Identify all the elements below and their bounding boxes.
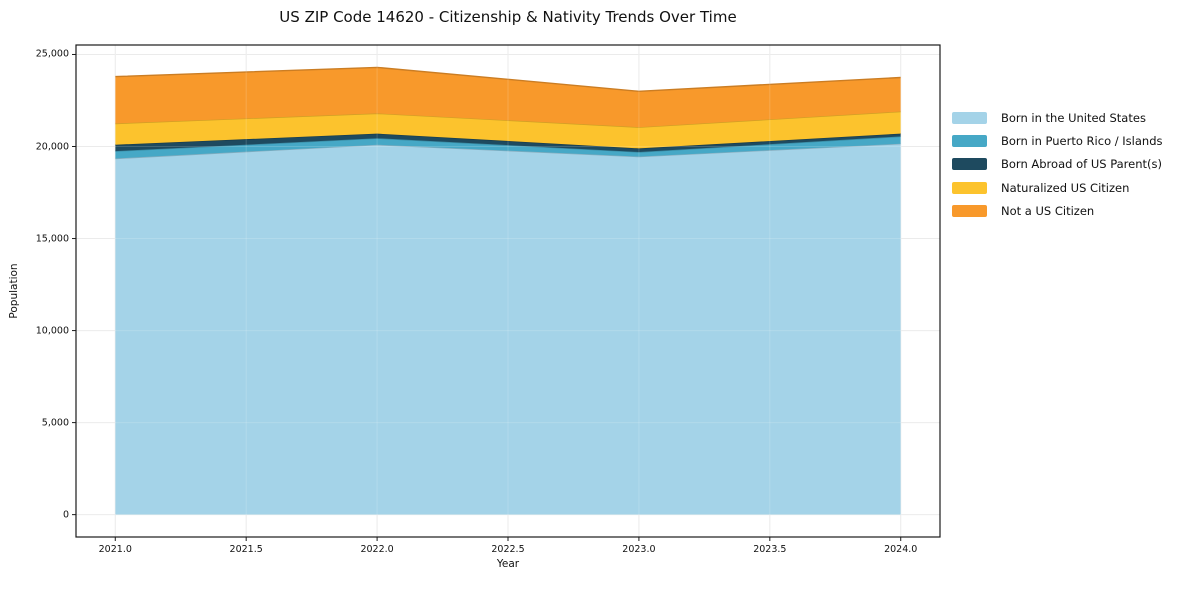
area-born-in-the-united-states	[115, 143, 901, 515]
area-not-a-us-citizen	[115, 67, 901, 128]
legend: Born in the United States Born in Puerto …	[952, 106, 1163, 222]
area-top-edge	[115, 66, 901, 93]
legend-swatch	[952, 158, 987, 171]
x-tick-label: 2021.5	[229, 544, 263, 555]
x-axis-label: Year	[496, 558, 520, 570]
legend-label: Naturalized US Citizen	[1001, 180, 1130, 195]
y-tick-label: 25,000	[35, 48, 69, 60]
legend-item: Born in the United States	[952, 106, 1163, 129]
x-tick-label: 2024.0	[884, 544, 918, 555]
legend-label: Born in Puerto Rico / Islands	[1001, 133, 1163, 148]
legend-swatch	[952, 134, 987, 147]
x-tick-label: 2022.0	[360, 544, 394, 555]
legend-swatch	[952, 181, 987, 194]
legend-label: Not a US Citizen	[1001, 203, 1095, 218]
y-axis-label: Population	[8, 263, 20, 319]
legend-swatch	[952, 204, 987, 217]
legend-label: Born in the United States	[1001, 110, 1146, 125]
legend-item: Not a US Citizen	[952, 199, 1163, 222]
y-tick-label: 15,000	[35, 233, 69, 245]
legend-swatch	[952, 111, 987, 124]
y-tick-label: 10,000	[35, 325, 69, 337]
area-naturalized-us-citizen	[115, 111, 901, 149]
area-born-abroad-of-us-parent-s-	[115, 133, 901, 152]
legend-label: Born Abroad of US Parent(s)	[1001, 157, 1162, 172]
x-tick-label: 2022.5	[491, 544, 525, 555]
x-tick-label: 2023.0	[622, 544, 656, 555]
x-tick-label: 2021.0	[98, 544, 132, 555]
legend-item: Born Abroad of US Parent(s)	[952, 153, 1163, 176]
legend-item: Naturalized US Citizen	[952, 176, 1163, 199]
y-tick-label: 20,000	[35, 141, 69, 152]
y-tick-label: 0	[62, 509, 69, 521]
chart-title: US ZIP Code 14620 - Citizenship & Nativi…	[279, 8, 737, 26]
y-tick-label: 5,000	[41, 417, 69, 429]
x-tick-label: 2023.5	[753, 544, 787, 555]
legend-item: Born in Puerto Rico / Islands	[952, 129, 1163, 152]
